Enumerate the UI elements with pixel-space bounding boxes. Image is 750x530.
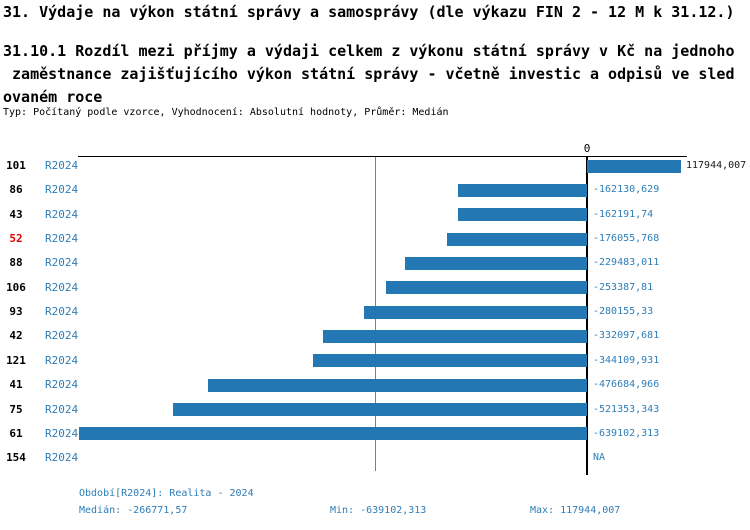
value-label: -229483,011 xyxy=(593,257,660,269)
chart-row: 42 R2024 -332097,681 xyxy=(0,324,750,348)
chart-row: 93 R2024 -280155,33 xyxy=(0,300,750,324)
row-id-label: 52 xyxy=(9,232,23,246)
row-id-label: 106 xyxy=(6,280,26,294)
subtitle-line-2: zaměstnance zajišťujícího výkon státní s… xyxy=(3,65,735,83)
bar xyxy=(173,403,587,416)
value-label: -332097,681 xyxy=(593,330,660,342)
series-label: R2024 xyxy=(45,207,79,221)
bar xyxy=(386,281,587,295)
bar xyxy=(458,208,587,222)
row-id-label: 93 xyxy=(9,305,23,319)
row-id-label: 86 xyxy=(9,183,23,197)
bar xyxy=(587,159,681,173)
chart-meta-line: Typ: Počítaný podle vzorce, Vyhodnocení:… xyxy=(3,107,449,118)
chart-row: 86 R2024 -162130,629 xyxy=(0,178,750,202)
subtitle-line-3: ovaném roce xyxy=(3,88,103,106)
value-label: -280155,33 xyxy=(593,306,654,318)
subtitle-line-1: 31.10.1 Rozdíl mezi příjmy a výdaji celk… xyxy=(3,42,735,60)
chart-row: 52 R2024 -176055,768 xyxy=(0,227,750,251)
value-label: NA xyxy=(593,452,606,464)
bar xyxy=(405,256,587,270)
page-subtitle: 31.10.1 Rozdíl mezi příjmy a výdaji celk… xyxy=(3,40,749,109)
chart-row: 41 R2024 -476684,966 xyxy=(0,373,750,397)
series-label: R2024 xyxy=(45,256,79,270)
value-label: -162130,629 xyxy=(593,184,660,196)
row-id-label: 121 xyxy=(6,353,26,367)
series-label: R2024 xyxy=(45,305,79,319)
row-id-label: 75 xyxy=(9,402,23,416)
row-id-label: 154 xyxy=(6,451,26,465)
x-axis-line xyxy=(78,156,687,157)
footer-median: Medián: -266771,57 xyxy=(79,505,188,516)
bar xyxy=(458,183,587,197)
chart-row: 43 R2024 -162191,74 xyxy=(0,203,750,227)
row-id-label: 43 xyxy=(9,207,23,221)
zero-axis-line xyxy=(586,156,588,475)
chart-row: 88 R2024 -229483,011 xyxy=(0,251,750,275)
series-label: R2024 xyxy=(45,402,79,416)
zero-tick-label: 0 xyxy=(583,142,591,155)
series-label: R2024 xyxy=(45,353,79,367)
value-label: -344109,931 xyxy=(593,354,660,366)
bar xyxy=(313,354,587,368)
chart-row: 154 R2024 NA xyxy=(0,446,750,470)
series-label: R2024 xyxy=(45,183,79,197)
series-label: R2024 xyxy=(45,329,79,343)
value-label: -162191,74 xyxy=(593,208,654,220)
value-label: 117944,007 xyxy=(686,160,747,171)
row-id-label: 101 xyxy=(6,159,26,172)
row-id-label: 41 xyxy=(9,378,23,392)
bar xyxy=(79,427,587,441)
bar-chart: 0 101 R2024 117944,007 86 R2024 -162130,629 43… xyxy=(0,142,750,475)
chart-row: 101 R2024 117944,007 xyxy=(0,154,750,178)
footer-min: Min: -639102,313 xyxy=(330,505,427,516)
chart-row: 75 R2024 -521353,343 xyxy=(0,398,750,422)
bar xyxy=(208,378,587,392)
footer-max: Max: 117944,007 xyxy=(530,505,621,516)
chart-row: 61 R2024 -639102,313 xyxy=(0,422,750,446)
series-label: R2024 xyxy=(45,426,79,440)
row-id-label: 42 xyxy=(9,329,23,343)
series-label: R2024 xyxy=(45,451,79,465)
series-label: R2024 xyxy=(45,232,79,246)
row-id-label: 88 xyxy=(9,256,23,270)
value-label: -639102,313 xyxy=(593,427,660,439)
value-label: -176055,768 xyxy=(593,233,660,245)
chart-row: 121 R2024 -344109,931 xyxy=(0,349,750,373)
series-label: R2024 xyxy=(45,378,79,392)
value-label: -476684,966 xyxy=(593,379,660,391)
footer-period: Období[R2024]: Realita - 2024 xyxy=(79,488,254,499)
series-label: R2024 xyxy=(45,159,79,172)
page-title: 31. Výdaje na výkon státní správy a samo… xyxy=(3,3,735,21)
bar xyxy=(323,329,587,343)
value-label: -253387,81 xyxy=(593,281,654,293)
value-label: -521353,343 xyxy=(593,403,660,415)
row-id-label: 61 xyxy=(9,426,23,440)
bar xyxy=(364,305,587,319)
bar xyxy=(447,232,587,246)
series-label: R2024 xyxy=(45,280,79,294)
chart-row: 106 R2024 -253387,81 xyxy=(0,276,750,300)
